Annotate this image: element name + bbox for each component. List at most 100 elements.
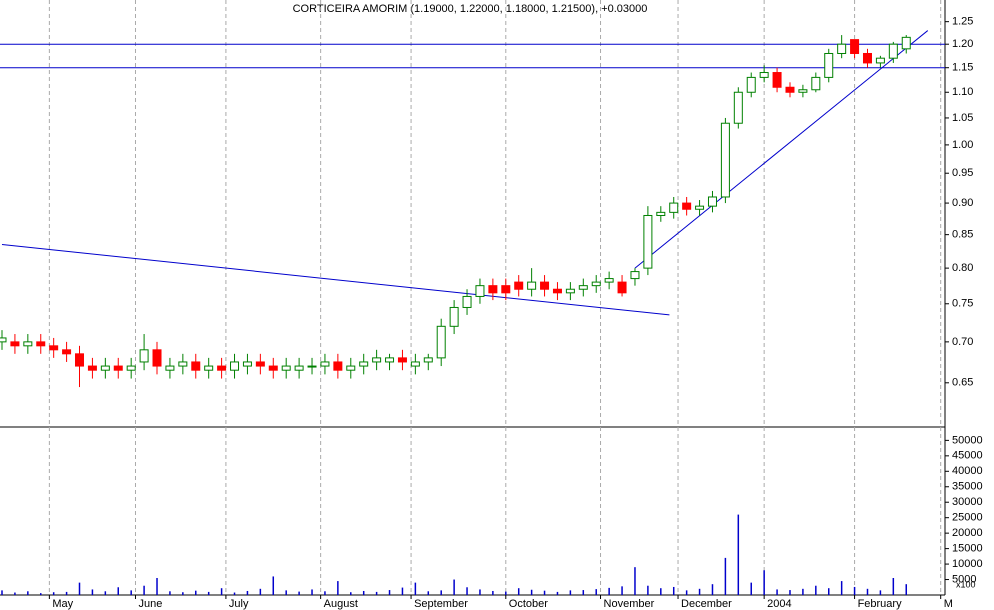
- candle-body: [695, 205, 705, 210]
- candle-body: [540, 281, 550, 290]
- y-tick-label: 0.95: [952, 167, 973, 179]
- y2-tick-label: 50000: [952, 434, 983, 446]
- candle-body: [436, 325, 446, 359]
- candle-body: [320, 361, 330, 367]
- candle-body: [294, 365, 304, 371]
- candle-body: [811, 76, 821, 91]
- candle-body: [643, 214, 653, 269]
- candle-body: [255, 361, 265, 367]
- candle-body: [798, 89, 808, 93]
- candle-body: [36, 341, 46, 347]
- candle-body: [397, 357, 407, 363]
- x-tick-label: August: [324, 598, 358, 610]
- candle-body: [682, 202, 692, 210]
- candle-body: [204, 365, 214, 371]
- y-tick-label: 1.25: [952, 16, 973, 28]
- candle-body: [139, 349, 149, 363]
- x-tick-label: 2004: [767, 598, 791, 610]
- candle-body: [656, 211, 666, 216]
- candle-body: [230, 361, 240, 371]
- candle-body: [488, 285, 498, 294]
- candle-body: [552, 288, 562, 294]
- candle-body: [385, 357, 395, 363]
- candle-body: [242, 361, 252, 367]
- candle-body: [862, 52, 872, 64]
- x-tick-label: October: [509, 598, 548, 610]
- candle-body: [785, 86, 795, 93]
- candle-body: [87, 365, 97, 371]
- y2-tick-label: 10000: [952, 558, 983, 570]
- x-tick-label: September: [414, 598, 468, 610]
- y2-tick-label: 45000: [952, 450, 983, 462]
- candle-body: [733, 91, 743, 124]
- y-tick-label: 1.10: [952, 86, 973, 98]
- candle-body: [100, 365, 110, 371]
- trend-line: [634, 30, 929, 269]
- y-tick-label: 0.85: [952, 229, 973, 241]
- x-tick-label: June: [138, 598, 162, 610]
- candle-body: [591, 281, 601, 287]
- volume-unit: x100: [956, 579, 976, 589]
- y2-tick-label: 20000: [952, 527, 983, 539]
- candle-body: [630, 271, 640, 280]
- y-tick-label: 0.90: [952, 197, 973, 209]
- candle-body: [75, 353, 85, 367]
- candle-body: [423, 357, 433, 363]
- candle-body: [824, 52, 834, 78]
- y2-tick-label: 35000: [952, 481, 983, 493]
- y2-tick-label: 15000: [952, 543, 983, 555]
- candle-body: [165, 365, 175, 371]
- x-tick-label: February: [858, 598, 903, 610]
- candle-body: [307, 365, 317, 368]
- x-tick-label: July: [229, 598, 249, 610]
- x-tick-label: December: [681, 598, 732, 610]
- candle-body: [720, 122, 730, 198]
- y-tick-label: 1.15: [952, 62, 973, 74]
- candle-body: [501, 285, 511, 294]
- candle-body: [126, 365, 136, 371]
- candle-body: [62, 349, 72, 355]
- trend-line: [1, 243, 670, 316]
- candle-body: [565, 288, 575, 294]
- candle-body: [888, 43, 898, 59]
- x-tick-label: November: [604, 598, 655, 610]
- y-tick-label: 0.70: [952, 336, 973, 348]
- y-tick-label: 0.65: [952, 377, 973, 389]
- candle-body: [837, 43, 847, 54]
- candle-body: [191, 361, 201, 371]
- candle-body: [346, 365, 356, 371]
- y2-tick-label: 30000: [952, 496, 983, 508]
- candle-body: [527, 281, 537, 290]
- candle-body: [0, 337, 7, 343]
- candle-body: [113, 365, 123, 371]
- candle-body: [217, 365, 227, 371]
- candle-body: [268, 365, 278, 371]
- candle-body: [578, 285, 588, 290]
- candle-body: [707, 196, 717, 207]
- candle-body: [449, 306, 459, 327]
- candle-body: [10, 341, 20, 347]
- candle-body: [475, 285, 485, 297]
- candle-body: [617, 281, 627, 294]
- candle-body: [333, 361, 343, 371]
- y2-tick-label: 25000: [952, 512, 983, 524]
- candle-body: [901, 36, 911, 50]
- y-tick-label: 1.20: [952, 38, 973, 50]
- y2-tick-label: 40000: [952, 465, 983, 477]
- candle-body: [514, 281, 524, 290]
- candle-body: [372, 357, 382, 363]
- candle-body: [410, 361, 420, 367]
- candle-body: [281, 365, 291, 371]
- candle-body: [462, 295, 472, 308]
- candle-body: [23, 341, 33, 347]
- candle-body: [359, 361, 369, 367]
- candle-body: [746, 76, 756, 93]
- candle-body: [772, 72, 782, 88]
- candle-body: [875, 57, 885, 64]
- y-tick-label: 1.05: [952, 112, 973, 124]
- candle-body: [669, 202, 679, 213]
- y2-tick-label: 5000: [952, 573, 976, 585]
- candle-body: [178, 361, 188, 367]
